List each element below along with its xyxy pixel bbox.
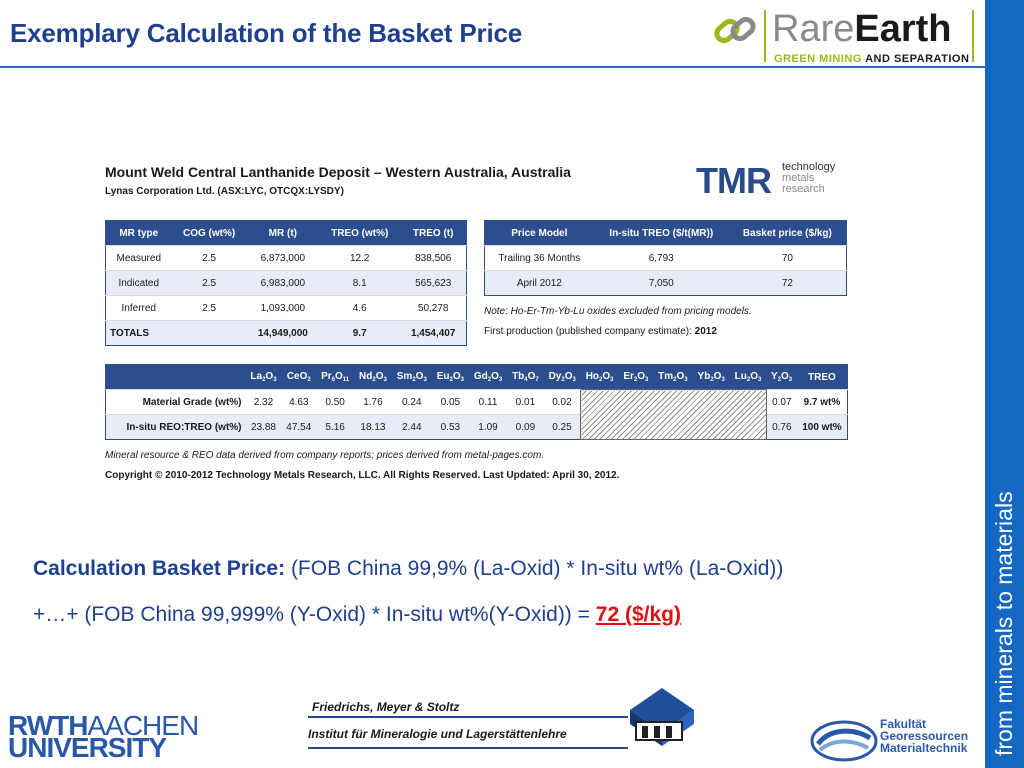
oxide-value: 2.44 [391,414,432,440]
oxide-value: 5.16 [316,414,355,440]
tmr-logo: TMR technology metals research [696,160,836,201]
oxide-header-gd: Gd2O3 [468,364,508,390]
mineral-resource-table: MR type COG (wt%) MR (t) TREO (wt%) TREO… [105,220,467,346]
oxide-value: 0.53 [431,414,469,440]
institute-name: Institut für Mineralogie und Lagerstätte… [308,727,567,741]
oxide-value: 18.13 [354,414,392,440]
authors: Friedrichs, Meyer & Stoltz [312,700,460,714]
institute-building-icon [630,688,694,746]
oxide-header-nd: Nd2O3 [354,364,392,390]
oxide-value: 0.09 [507,414,544,440]
oxide-value: 0.24 [391,389,432,415]
table-header-row: Price Model In-situ TREO ($/t(MR)) Baske… [484,220,847,246]
copyright-note: Copyright © 2010-2012 Technology Metals … [105,470,620,481]
basket-price-result: 72 ($/kg) [595,603,681,626]
oxide-header-la: La2O3 [245,364,282,390]
oxide-header-pr: Pr6O11 [316,364,355,390]
first-production-note: First production (published company esti… [484,326,717,337]
oxide-value-treo: 9.7 wt% [796,389,848,415]
side-band [985,0,1024,768]
brand-wordmark: RareEarth [772,8,952,50]
table-row: Measured 2.5 6,873,000 12.2 838,506 [105,245,467,271]
brand-divider-left [764,10,766,62]
page-title: Exemplary Calculation of the Basket Pric… [10,18,522,48]
table-row-totals: TOTALS 14,949,000 9.7 1,454,407 [105,320,467,346]
oxide-header-ce: CeO2 [281,364,317,390]
deposit-report: Mount Weld Central Lanthanide Deposit – … [96,148,860,493]
excluded-oxides-note: Note: Ho-Er-Tm-Yb-Lu oxides excluded fro… [484,306,752,317]
oxide-header-dy: Dy2O3 [543,364,581,390]
oxide-value: 1.09 [468,414,508,440]
rare-earth-logo: RareEarth GREEN MINING AND SEPARATION [712,4,977,66]
faculty-logo-icon [810,720,878,762]
table-header-row: La2O3 CeO2 Pr6O11 Nd2O3 Sm2O3 Eu2O3 Gd2O3 Tb4O7… [105,364,848,390]
oxide-header-yb: Yb2O3 [692,364,730,390]
calculation-line-2: +…+ (FOB China 99,999% (Y-Oxid) * In-sit… [33,603,681,626]
oxide-value-y: 0.07 [766,389,797,415]
oxide-value: 0.25 [543,414,581,440]
table-row: April 2012 7,050 72 [484,270,847,296]
brand-divider-right [972,10,974,62]
oxide-value: 23.88 [245,414,282,440]
table-row: In-situ REO:TREO (wt%) 23.88 47.54 5.16 18.1… [105,414,848,440]
oxide-header-treo: TREO [796,364,848,390]
chain-link-icon [714,16,756,44]
table-row: Material Grade (wt%) 2.32 4.63 0.50 1.76 0.24… [105,389,848,440]
faculty-label: Fakultät Georessourcen Materialtechnik [880,717,969,755]
oxide-header-lu: Lu2O3 [729,364,767,390]
oxide-header-ho: Ho2O3 [580,364,619,390]
oxide-value-treo: 100 wt% [796,414,848,440]
oxide-header-er: Er2O3 [618,364,654,390]
excluded-oxides-hatch [580,389,767,440]
table-row: Trailing 36 Months 6,793 70 [484,245,847,271]
oxide-value: 0.50 [316,389,355,415]
institute-block: Friedrichs, Meyer & Stoltz Institut für … [308,698,628,754]
calculation-line-1: Calculation Basket Price: (FOB China 99,… [33,557,784,580]
oxide-value: 0.01 [507,389,544,415]
oxide-row-label: Material Grade (wt%) [105,389,246,415]
table-row: Indicated 2.5 6,983,000 8.1 565,623 [105,270,467,296]
oxide-value: 47.54 [281,414,317,440]
rwth-logo: RWTHAACHEN UNIVERSITY [8,710,199,763]
side-band-label: from minerals to materials [991,491,1017,756]
oxide-value: 1.76 [354,389,392,415]
title-rule [0,66,985,68]
oxide-row-label: In-situ REO:TREO (wt%) [105,414,246,440]
source-note: Mineral resource & REO data derived from… [105,450,545,461]
oxide-value: 0.05 [431,389,469,415]
table-row: Inferred 2.5 1,093,000 4.6 50,278 [105,295,467,321]
oxide-header-y: Y2O3 [766,364,797,390]
oxide-header-sm: Sm2O3 [391,364,432,390]
table-header-row: MR type COG (wt%) MR (t) TREO (wt%) TREO… [105,220,467,246]
oxide-header-tm: Tm2O3 [653,364,693,390]
oxide-value: 0.11 [468,389,508,415]
oxide-value: 0.02 [543,389,581,415]
oxide-value: 2.32 [245,389,282,415]
brand-tagline: GREEN MINING AND SEPARATION [774,53,970,65]
oxide-value-y: 0.76 [766,414,797,440]
price-model-table: Price Model In-situ TREO ($/t(MR)) Baske… [484,220,847,296]
oxide-value: 4.63 [281,389,317,415]
report-title: Mount Weld Central Lanthanide Deposit – … [105,164,571,180]
oxide-distribution-table: La2O3 CeO2 Pr6O11 Nd2O3 Sm2O3 Eu2O3 Gd2O3 Tb4O7… [105,364,848,440]
oxide-header-tb: Tb4O7 [507,364,544,390]
oxide-header-eu: Eu2O3 [431,364,469,390]
report-subtitle: Lynas Corporation Ltd. (ASX:LYC, OTCQX:L… [105,186,344,197]
